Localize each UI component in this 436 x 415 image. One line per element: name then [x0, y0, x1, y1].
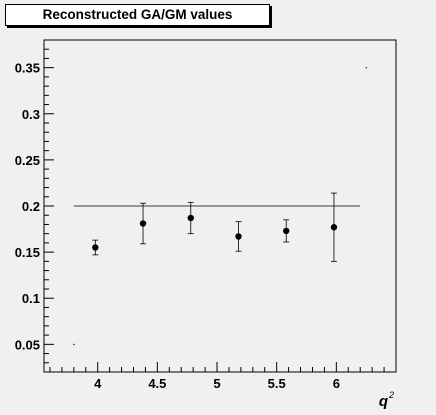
- x-tick-label: 6: [333, 376, 340, 391]
- label-layer: 4 4.5 5 5.5 6 0.05 0.1 0.15 0.2 0.25 0.3 0.35 q 2: [15, 61, 394, 410]
- chart-title: Reconstructed GA/GM values: [5, 4, 270, 26]
- x-axis-label-superscript: 2: [388, 390, 394, 400]
- data-point: [235, 233, 242, 240]
- data-point: [92, 244, 99, 251]
- y-tick-label: 0.05: [15, 337, 40, 352]
- y-tick-label: 0.3: [22, 107, 40, 122]
- x-tick-label: 4: [94, 376, 102, 391]
- data-point: [139, 220, 147, 227]
- y-tick-label: 0.2: [22, 199, 40, 214]
- y-tick-label: 0.25: [15, 153, 40, 168]
- y-tick-label: 0.35: [15, 61, 40, 76]
- x-tick-label: 5.5: [268, 376, 286, 391]
- x-tick-label: 5: [213, 376, 220, 391]
- stray-point: [73, 343, 75, 346]
- data-point: [330, 224, 338, 231]
- x-axis-label: q: [379, 393, 388, 410]
- x-tick-label: 4.5: [148, 376, 166, 391]
- data-point: [283, 227, 290, 235]
- data-point: [187, 214, 194, 222]
- axis-layer: [44, 39, 397, 373]
- y-tick-label: 0.1: [22, 291, 40, 306]
- data-layer: [73, 67, 367, 346]
- stray-point: [365, 67, 367, 69]
- y-tick-label: 0.15: [15, 245, 40, 260]
